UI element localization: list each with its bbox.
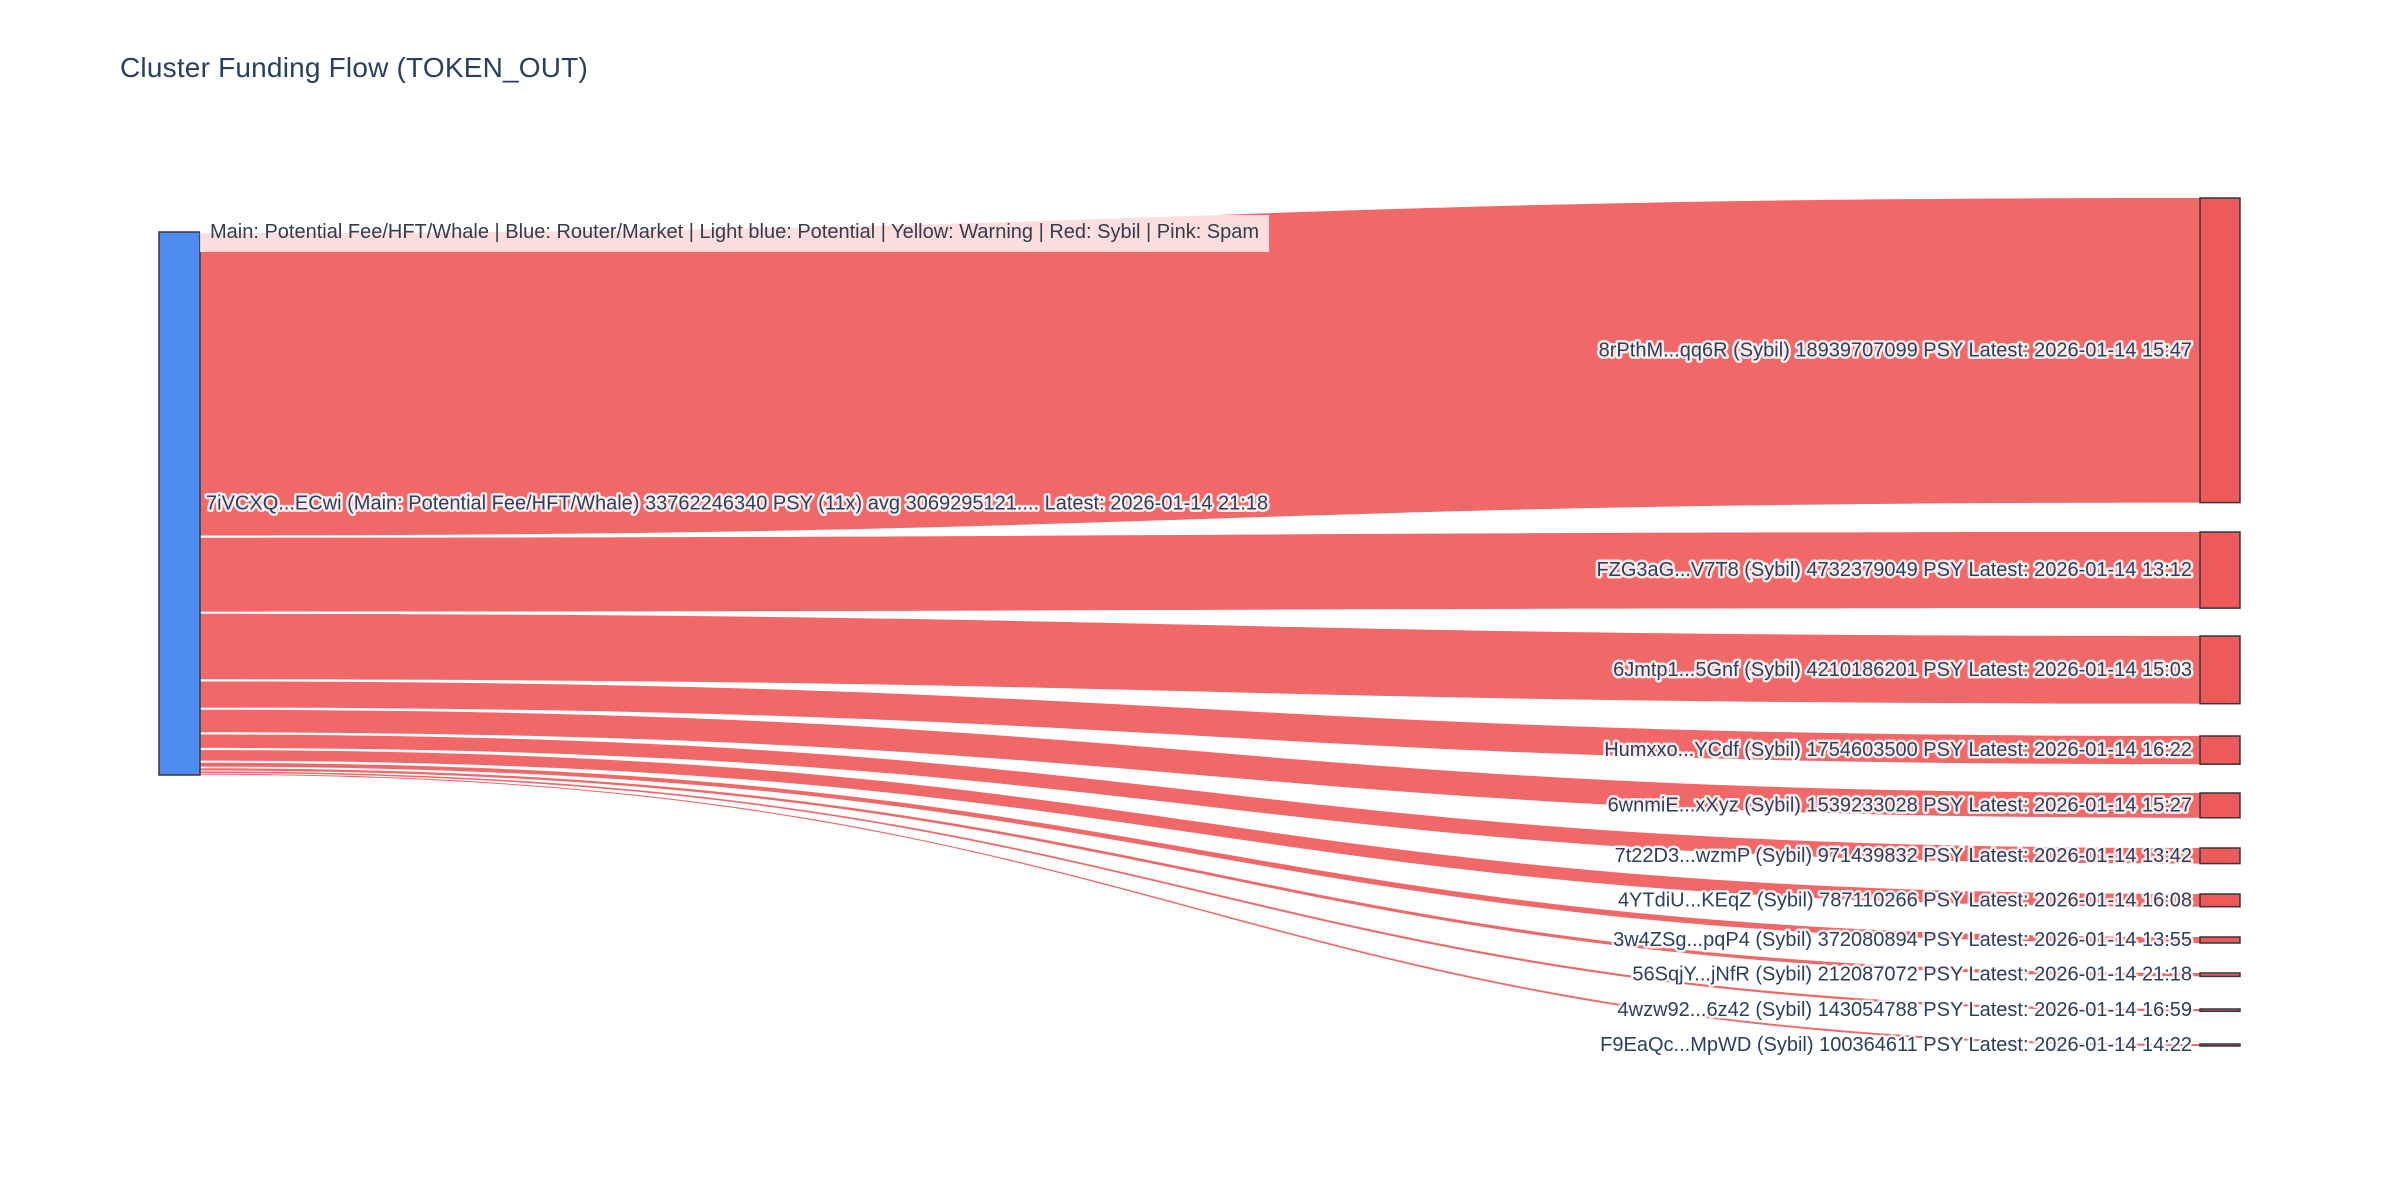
chart-title: Cluster Funding Flow (TOKEN_OUT) <box>120 52 589 83</box>
source-node-label: 7iVCXQ...ECwi (Main: Potential Fee/HFT/W… <box>206 493 1268 515</box>
sankey-link-7[interactable] <box>200 762 2200 943</box>
target-node-label-9: 4wzw92...6z42 (Sybil) 143054788 PSY Late… <box>1618 999 2192 1021</box>
sankey-link-5[interactable] <box>200 734 2200 864</box>
sankey-node-target-0[interactable] <box>2199 197 2241 504</box>
sankey-link-10[interactable] <box>200 773 2200 1046</box>
sankey-link-1[interactable] <box>200 532 2200 612</box>
sankey-node-target-8[interactable] <box>2199 972 2241 978</box>
sankey-link-4[interactable] <box>200 709 2200 818</box>
sankey-link-6[interactable] <box>200 750 2200 907</box>
target-node-label-0: 8rPthM...qq6R (Sybil) 18939707099 PSY La… <box>1599 339 2192 361</box>
target-node-label-1: FZG3aG...V7T8 (Sybil) 4732379049 PSY Lat… <box>1596 559 2192 581</box>
sankey-node-target-4[interactable] <box>2199 792 2241 819</box>
sankey-node-target-5[interactable] <box>2199 847 2241 865</box>
sankey-node-target-2[interactable] <box>2199 635 2241 705</box>
sankey-node-target-9[interactable] <box>2199 1008 2241 1013</box>
legend-note: Main: Potential Fee/HFT/Whale | Blue: Ro… <box>200 215 1270 252</box>
target-node-label-7: 3w4ZSg...pqP4 (Sybil) 372080894 PSY Late… <box>1613 929 2192 951</box>
target-node-label-10: F9EaQc...MpWD (Sybil) 100364611 PSY Late… <box>1600 1034 2192 1056</box>
sankey-node-target-6[interactable] <box>2199 893 2241 908</box>
sankey-link-2[interactable] <box>200 613 2200 704</box>
target-node-label-2: 6Jmtp1...5Gnf (Sybil) 4210186201 PSY Lat… <box>1613 659 2192 681</box>
target-node-label-6: 4YTdiU...KEqZ (Sybil) 787110266 PSY Late… <box>1618 889 2192 911</box>
sankey-link-8[interactable] <box>200 768 2200 977</box>
sankey-node-target-10[interactable] <box>2199 1043 2241 1047</box>
target-node-label-3: Humxxo...YCdf (Sybil) 1754603500 PSY Lat… <box>1604 739 2192 761</box>
sankey-node-target-3[interactable] <box>2199 735 2241 765</box>
target-node-label-4: 6wnmiE...xXyz (Sybil) 1539233028 PSY Lat… <box>1608 794 2192 816</box>
sankey-node-target-1[interactable] <box>2199 531 2241 609</box>
target-node-label-8: 56SqjY...jNfR (Sybil) 212087072 PSY Late… <box>1632 964 2192 986</box>
sankey-node-target-7[interactable] <box>2199 936 2241 944</box>
sankey-links <box>200 198 2200 1046</box>
sankey-link-3[interactable] <box>200 681 2200 765</box>
sankey-link-9[interactable] <box>200 771 2200 1012</box>
sankey-nodes <box>158 197 2241 1047</box>
target-node-label-5: 7t22D3...wzmP (Sybil) 971439832 PSY Late… <box>1615 845 2192 867</box>
sankey-link-0[interactable] <box>200 198 2200 536</box>
sankey-node-source[interactable] <box>158 231 201 776</box>
sankey-labels: 8rPthM...qq6R (Sybil) 18939707099 PSY La… <box>204 337 2195 1059</box>
